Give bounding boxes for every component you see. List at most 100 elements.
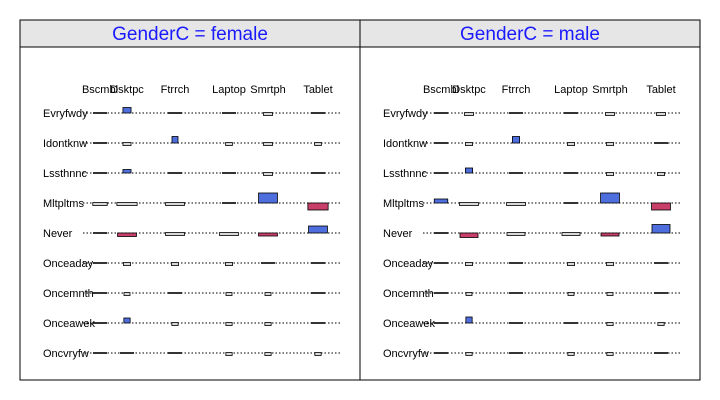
- row-label: Oncemnth: [43, 288, 94, 300]
- cell-bar: [258, 192, 278, 204]
- cell-bar: [459, 232, 479, 238]
- row-label: Onceawek: [43, 318, 95, 330]
- cell-bar: [600, 192, 620, 204]
- row-label: Onceaday: [383, 258, 434, 270]
- cell-bar: [606, 322, 614, 326]
- cell-bar: [263, 172, 273, 176]
- column-label: Laptop: [212, 84, 246, 96]
- cell-bar: [314, 142, 322, 146]
- row-label: Never: [383, 228, 413, 240]
- cell-bar: [567, 352, 575, 356]
- cell-bar: [606, 172, 615, 176]
- column-label: Bscmbl: [423, 84, 459, 96]
- row-label: Idontknw: [383, 138, 427, 150]
- cell-bar: [600, 232, 620, 237]
- cell-bar: [561, 232, 581, 236]
- panel-frame: [19, 19, 361, 381]
- cell-bar: [122, 169, 132, 174]
- column-label: Ftrrch: [502, 84, 531, 96]
- column-label: Dsktpc: [452, 84, 486, 96]
- cell-bar: [225, 322, 233, 326]
- row-label: Onceawek: [383, 318, 435, 330]
- cell-bar: [264, 352, 272, 356]
- cell-bar: [170, 262, 179, 266]
- cell-bar: [506, 232, 526, 236]
- cell-bar: [465, 292, 473, 296]
- cell-bar: [264, 322, 272, 326]
- row-label: Mltpltms: [43, 198, 84, 210]
- cell-bar: [465, 352, 473, 356]
- cell-bar: [657, 172, 666, 176]
- cell-bar: [433, 198, 449, 204]
- cell-bar: [117, 232, 137, 237]
- cell-bar: [264, 292, 272, 296]
- cell-bar: [307, 202, 329, 211]
- cell-bar: [92, 202, 108, 206]
- cell-bar: [464, 142, 473, 146]
- column-label: Dsktpc: [110, 84, 144, 96]
- column-label: Tablet: [303, 84, 332, 96]
- cell-bar: [123, 292, 131, 296]
- cell-bar: [567, 142, 576, 146]
- cell-bar: [165, 202, 185, 206]
- cell-bar: [225, 292, 233, 296]
- cell-bar: [263, 112, 273, 116]
- cell-bar: [122, 107, 132, 114]
- cell-bar: [225, 142, 233, 146]
- column-label: Bscmbl: [82, 84, 118, 96]
- cell-bar: [651, 202, 671, 211]
- cell-bar: [512, 136, 521, 144]
- cell-bar: [657, 322, 665, 326]
- cell-bar: [605, 112, 615, 116]
- row-label: Evryfwdy: [43, 108, 88, 120]
- cell-bar: [606, 352, 614, 356]
- row-label: Idontknw: [43, 138, 87, 150]
- row-label: Lssthnnc: [383, 168, 428, 180]
- cell-bar: [656, 112, 666, 116]
- row-label: Onceaday: [43, 258, 94, 270]
- cell-bar: [123, 317, 131, 324]
- cell-bar: [263, 142, 273, 146]
- row-label: Oncvryfw: [43, 348, 89, 360]
- row-label: Oncemnth: [383, 288, 434, 300]
- cell-bar: [219, 232, 239, 236]
- cell-bar: [464, 167, 473, 174]
- row-label: Mltpltms: [383, 198, 424, 210]
- column-label: Smrtph: [592, 84, 627, 96]
- cell-bar: [171, 322, 179, 326]
- panel-frame: [359, 19, 701, 381]
- cell-bar: [464, 262, 473, 266]
- row-label: Lssthnnc: [43, 168, 88, 180]
- cell-bar: [308, 225, 328, 234]
- cell-bar: [258, 232, 278, 237]
- cell-bar: [651, 224, 671, 234]
- cell-bar: [459, 202, 479, 206]
- cell-bar: [122, 142, 132, 146]
- cell-bar: [224, 262, 233, 266]
- cell-bar: [606, 262, 615, 266]
- cell-bar: [314, 352, 322, 356]
- row-label: Oncvryfw: [383, 348, 429, 360]
- panel-strip: [359, 19, 701, 48]
- cell-bar: [465, 316, 473, 324]
- cell-bar: [606, 292, 614, 296]
- cell-bar: [123, 262, 132, 266]
- row-label: Evryfwdy: [383, 108, 428, 120]
- panel-title: GenderC = female: [112, 24, 268, 45]
- cell-bar: [567, 262, 576, 266]
- panel-strip: [19, 19, 361, 48]
- column-label: Smrtph: [250, 84, 285, 96]
- cell-bar: [171, 136, 179, 144]
- cell-bar: [165, 232, 185, 236]
- cell-bar: [506, 202, 526, 206]
- cell-bar: [225, 352, 233, 356]
- cell-bar: [567, 292, 575, 296]
- column-label: Ftrrch: [161, 84, 190, 96]
- row-label: Never: [43, 228, 73, 240]
- column-label: Laptop: [554, 84, 588, 96]
- cell-bar: [606, 142, 615, 146]
- cell-bar: [464, 112, 474, 116]
